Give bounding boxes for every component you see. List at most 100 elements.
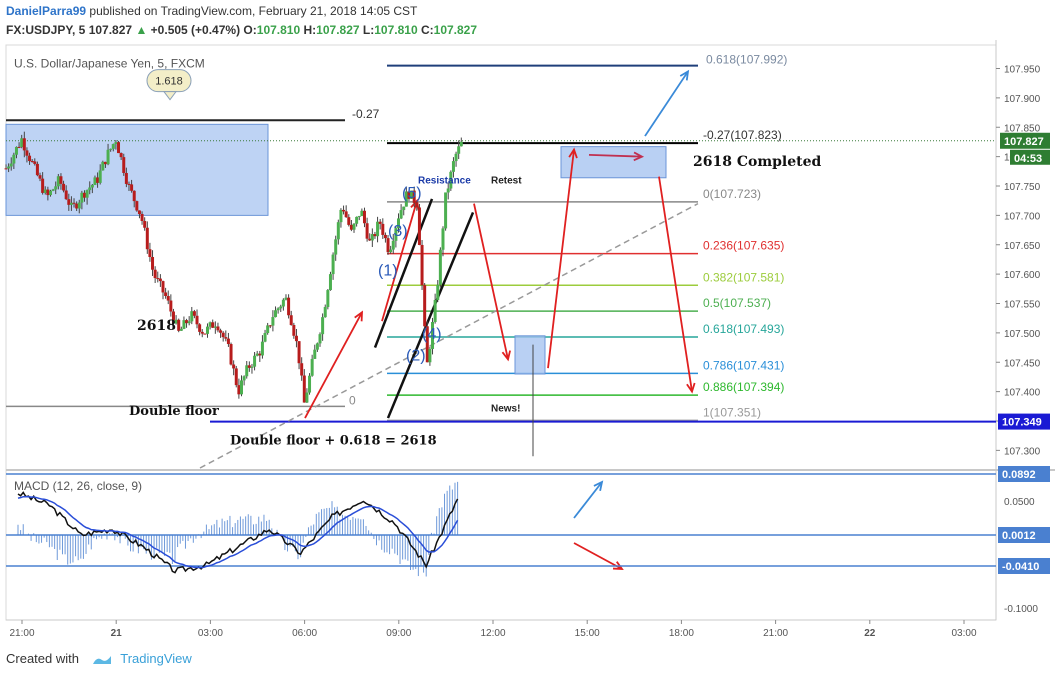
candle-body bbox=[415, 202, 419, 208]
high-label: H: bbox=[303, 23, 317, 37]
candle-body bbox=[407, 191, 411, 199]
candle-body bbox=[69, 202, 73, 205]
candle-body bbox=[148, 249, 152, 258]
candle-body bbox=[127, 183, 131, 185]
candle-body bbox=[111, 144, 115, 149]
dashed-trendline bbox=[199, 202, 699, 469]
candle-body bbox=[310, 358, 314, 376]
candle-body bbox=[46, 189, 50, 196]
candle-body bbox=[368, 238, 372, 241]
fib-label: 0.236(107.635) bbox=[703, 239, 784, 253]
candle-body bbox=[143, 220, 147, 228]
candle-body bbox=[198, 324, 202, 332]
candle-body bbox=[386, 238, 390, 253]
candle-body bbox=[30, 161, 34, 163]
candle-body bbox=[38, 175, 42, 179]
candle-body bbox=[96, 177, 100, 183]
blue-arrow-up bbox=[644, 70, 689, 137]
candle-body bbox=[242, 376, 246, 381]
candle-body bbox=[376, 221, 380, 237]
close-label: C: bbox=[420, 23, 434, 37]
red-arrow-up-1 bbox=[304, 311, 363, 419]
left-zone-box bbox=[5, 123, 269, 216]
candle-body bbox=[88, 187, 92, 191]
candle-body bbox=[260, 341, 264, 356]
candle-body bbox=[438, 249, 442, 285]
red-arrow-up-3-head bbox=[568, 147, 578, 159]
candle-body bbox=[9, 163, 13, 167]
candle-body bbox=[347, 217, 351, 225]
red-arrow-up-3 bbox=[547, 149, 575, 369]
author-name[interactable]: DanielParra99 bbox=[6, 4, 87, 18]
fib-label: 0.382(107.581) bbox=[703, 270, 784, 284]
signal-line bbox=[17, 495, 459, 569]
candle-body bbox=[211, 322, 215, 328]
brand-link[interactable]: TradingView bbox=[120, 651, 192, 666]
candle-body bbox=[349, 224, 353, 230]
low-label: L: bbox=[362, 23, 375, 37]
red-arrow-down-2 bbox=[658, 176, 693, 392]
candle-body bbox=[169, 300, 173, 312]
candle-body bbox=[297, 341, 301, 364]
candle-body bbox=[48, 190, 52, 196]
price-tick-label: 107.500 bbox=[1004, 329, 1041, 340]
fib-top-label: 0.618(107.992) bbox=[706, 53, 787, 67]
candle-body bbox=[75, 203, 79, 209]
fib-label: 0.786(107.431) bbox=[703, 358, 784, 372]
red-arrow-down-1-head bbox=[501, 350, 511, 362]
candle-body bbox=[279, 306, 283, 309]
candle-body bbox=[80, 192, 84, 203]
time-tick-label: 06:00 bbox=[292, 628, 317, 639]
candle-body bbox=[420, 244, 424, 286]
candle-body bbox=[17, 146, 21, 148]
countdown-label: 04:53 bbox=[1014, 153, 1042, 165]
axes: 107.950107.900107.850107.800107.750107.7… bbox=[9, 65, 1050, 639]
candle-body bbox=[344, 211, 348, 218]
candle-body bbox=[360, 210, 364, 216]
candle-body bbox=[258, 353, 262, 356]
line-price-tag bbox=[998, 413, 1050, 430]
price-tick-label: 107.850 bbox=[1004, 123, 1041, 134]
candle-body bbox=[98, 170, 102, 183]
channel-line-1 bbox=[373, 198, 434, 349]
resistance-label: Resistance bbox=[418, 175, 471, 186]
candle-body bbox=[339, 209, 343, 223]
candle-body bbox=[383, 234, 387, 239]
candle-body bbox=[454, 153, 458, 162]
candle-body bbox=[355, 216, 359, 224]
candle-body bbox=[436, 284, 440, 300]
candle-body bbox=[145, 227, 149, 250]
candle-body bbox=[423, 285, 427, 327]
candle-body bbox=[318, 334, 322, 344]
candle-body bbox=[59, 176, 63, 184]
candle-body bbox=[266, 325, 270, 334]
candle-body bbox=[109, 148, 113, 150]
created-with-label: Created with bbox=[6, 651, 79, 666]
candle-body bbox=[263, 333, 267, 342]
candle-body bbox=[25, 150, 29, 156]
candle-body bbox=[195, 315, 199, 325]
countdown-tag bbox=[1010, 149, 1050, 165]
open-value: 107.810 bbox=[256, 23, 301, 37]
candle-body bbox=[101, 161, 105, 171]
last-price-tag bbox=[1000, 132, 1050, 149]
candle-body bbox=[224, 337, 228, 339]
footer: Created with TradingView bbox=[6, 651, 192, 666]
candle-body bbox=[425, 326, 429, 363]
candle-body bbox=[370, 234, 374, 241]
left-neg-label: -0.27 bbox=[352, 107, 380, 121]
price-tick-label: 107.900 bbox=[1004, 94, 1041, 105]
price-tick-label: 107.300 bbox=[1004, 446, 1041, 457]
wave-label: (5) bbox=[402, 185, 422, 202]
time-tick-label: 21:00 bbox=[9, 628, 34, 639]
macd-value-label: -0.0410 bbox=[1002, 561, 1039, 573]
candle-body bbox=[67, 199, 71, 205]
candle-body bbox=[446, 188, 450, 193]
candle-body bbox=[117, 142, 121, 154]
retest-label: Retest bbox=[491, 175, 522, 186]
chart-area[interactable]: MACD (12, 26, close, 9) 107.950 107.900 10… bbox=[0, 40, 1055, 645]
time-tick-label: 22 bbox=[864, 628, 876, 639]
candle-body bbox=[232, 364, 236, 369]
candle-body bbox=[365, 223, 369, 239]
price-tick-label: 107.450 bbox=[1004, 358, 1041, 369]
